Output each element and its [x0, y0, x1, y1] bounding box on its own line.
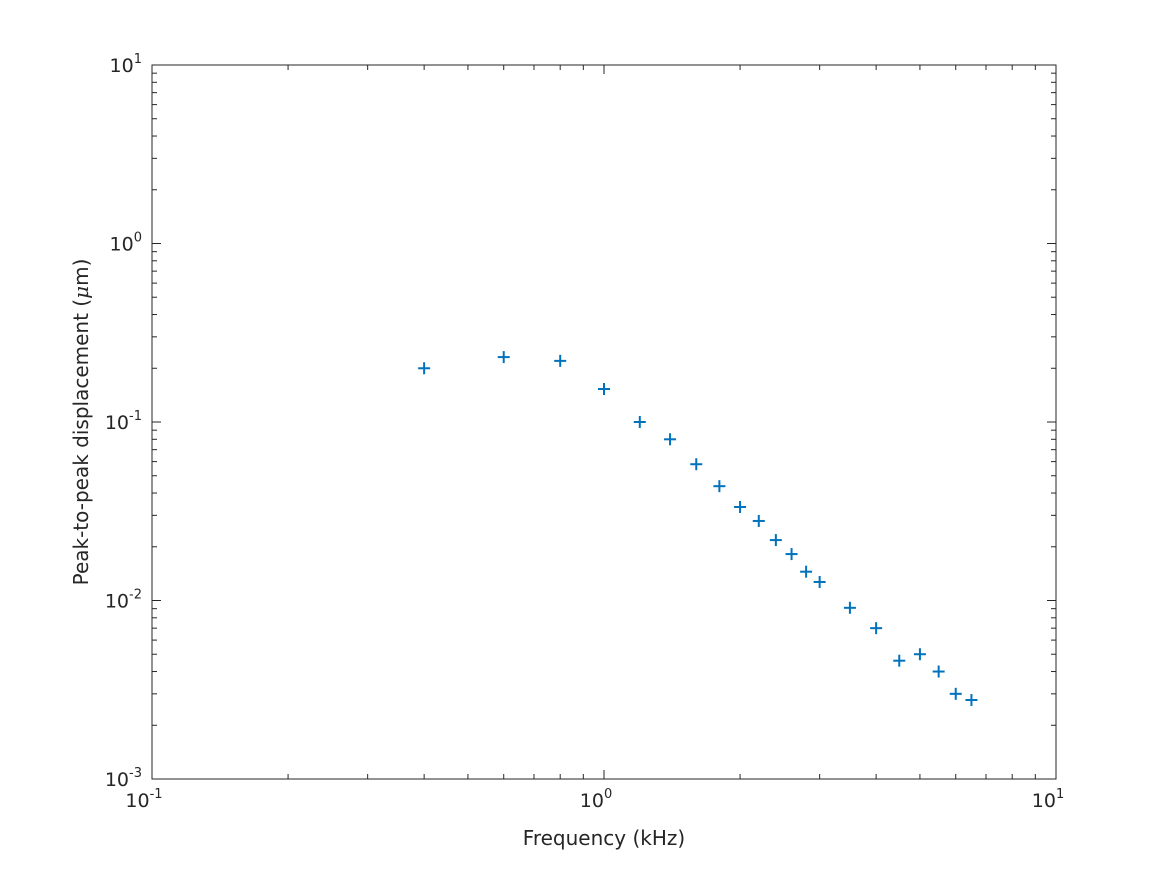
- y-tick-label: 10-3: [105, 766, 142, 791]
- data-point: [870, 622, 883, 635]
- x-axis-label: Frequency (kHz): [523, 826, 685, 850]
- axes-box: [151, 64, 1057, 780]
- data-point: [664, 433, 677, 446]
- data-point: [893, 654, 906, 667]
- y-tick-label: 101: [110, 52, 142, 77]
- data-point: [800, 565, 813, 578]
- tick-labels: 10-1 100 101 10-3 10-2 10-1 100 101: [105, 52, 1064, 812]
- data-point: [913, 648, 926, 661]
- data-point: [769, 534, 782, 547]
- x-tick-label: 100: [580, 787, 612, 812]
- data-point: [734, 501, 747, 514]
- data-points: [418, 351, 978, 707]
- data-point: [965, 694, 978, 707]
- data-point: [713, 480, 726, 493]
- data-point: [554, 354, 567, 367]
- data-point: [690, 458, 703, 471]
- data-point: [932, 665, 945, 678]
- x-tick-label: 10-1: [125, 787, 162, 812]
- data-point: [418, 362, 431, 375]
- data-point: [949, 687, 962, 700]
- data-point: [633, 416, 646, 428]
- data-point: [752, 514, 765, 527]
- y-tick-label: 10-2: [105, 588, 142, 613]
- x-tick-label: 101: [1032, 787, 1064, 812]
- data-point: [785, 548, 798, 561]
- y-tick-label: 10-1: [105, 409, 142, 434]
- data-point: [843, 601, 856, 614]
- y-axis-label: Peak-to-peak displacement (μm): [69, 259, 93, 586]
- y-tick-label: 100: [110, 231, 142, 256]
- data-point: [813, 575, 826, 588]
- data-point: [497, 351, 510, 364]
- plot-area: [152, 65, 1056, 779]
- data-point: [598, 383, 610, 396]
